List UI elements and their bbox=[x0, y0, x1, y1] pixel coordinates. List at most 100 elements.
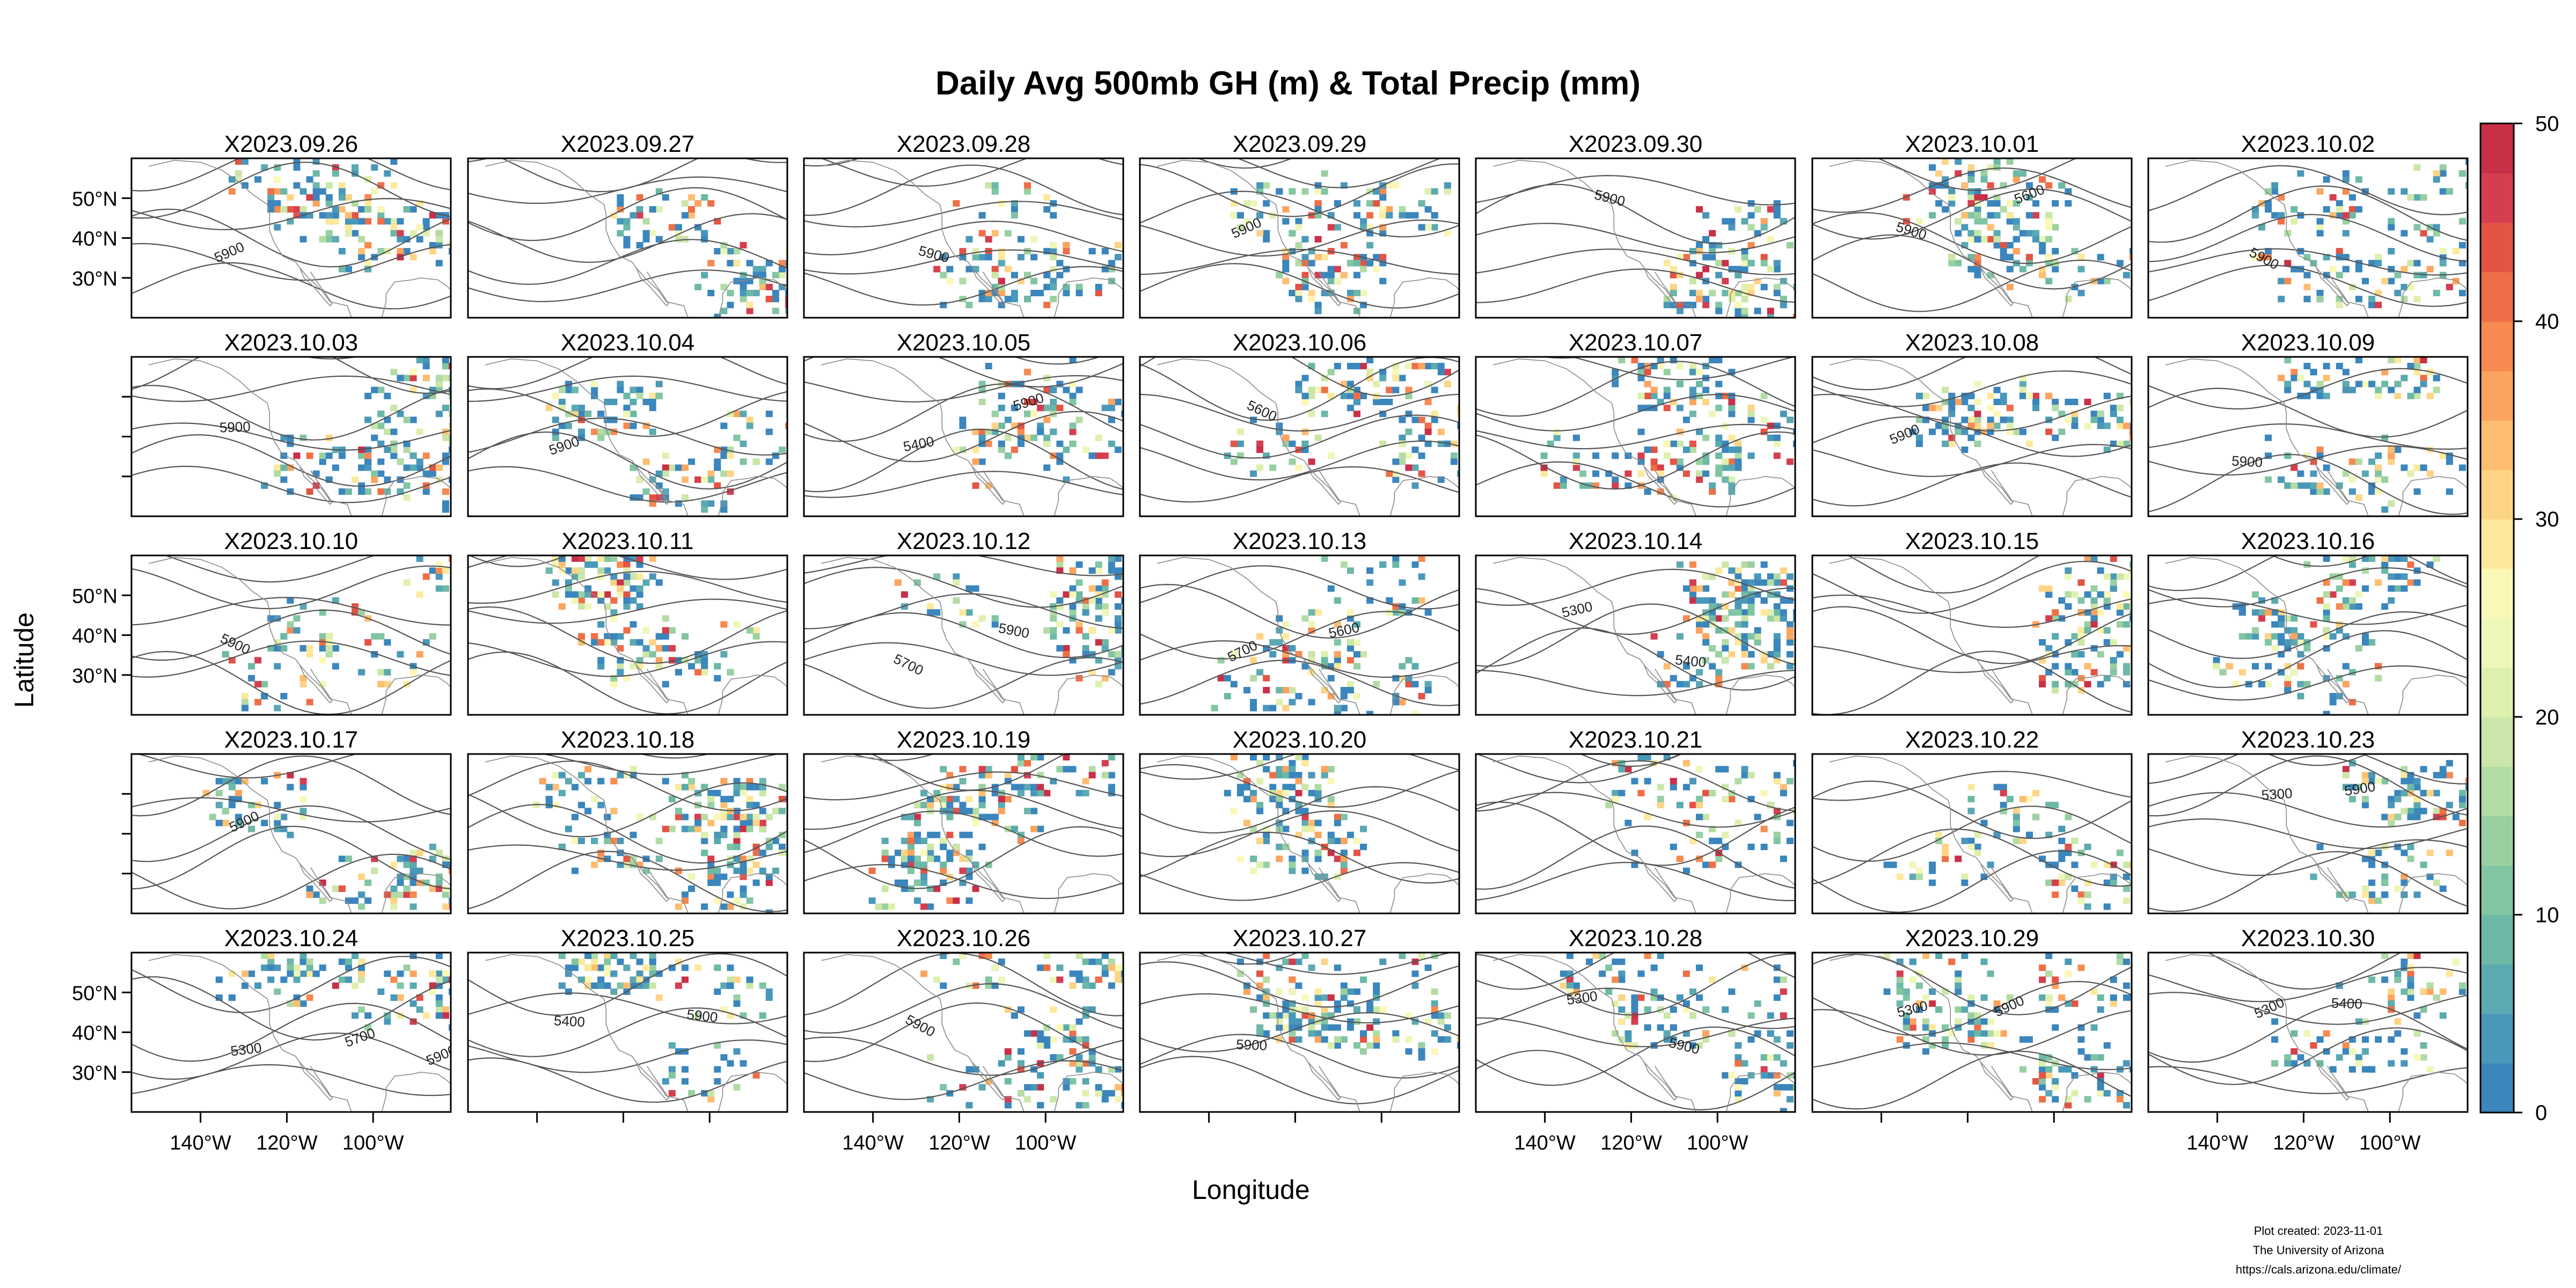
precip-cell bbox=[1702, 573, 1710, 580]
precip-cell bbox=[241, 182, 249, 189]
precip-cell bbox=[1314, 308, 1322, 314]
precip-cell bbox=[377, 422, 385, 429]
precip-cell bbox=[701, 194, 708, 201]
chart-title: Daily Avg 500mb GH (m) & Total Precip (m… bbox=[935, 65, 1641, 102]
precip-cell bbox=[1424, 428, 1432, 435]
precip-cell bbox=[1955, 218, 1962, 225]
precip-cell bbox=[1942, 206, 1949, 213]
precip-cell bbox=[2065, 591, 2072, 598]
precip-cell bbox=[1741, 308, 1748, 314]
precip-cell bbox=[985, 440, 992, 447]
precip-cell bbox=[1780, 789, 1787, 796]
precip-cell bbox=[448, 386, 451, 393]
precip-cell bbox=[364, 639, 372, 646]
precip-cell bbox=[2026, 392, 2033, 399]
precip-cell bbox=[1676, 855, 1684, 862]
precip-cell bbox=[448, 476, 451, 483]
precip-cell bbox=[1689, 447, 1697, 453]
precip-cell bbox=[2401, 188, 2408, 195]
precip-cell bbox=[2129, 428, 2132, 435]
precip-cell bbox=[933, 855, 941, 862]
gh-contour bbox=[2148, 818, 2468, 850]
panel-title: X2023.10.06 bbox=[1233, 330, 1367, 356]
precip-cell bbox=[2045, 591, 2053, 598]
precip-cell bbox=[694, 814, 702, 821]
precip-cell bbox=[752, 1072, 760, 1079]
precip-cell bbox=[2006, 266, 2014, 273]
precip-cell bbox=[1696, 680, 1703, 687]
precip-cell bbox=[2116, 850, 2124, 857]
gh-contour bbox=[468, 388, 787, 437]
precip-cell bbox=[1722, 464, 1729, 471]
precip-cell bbox=[914, 802, 921, 809]
precip-cell bbox=[1967, 844, 1975, 851]
precip-cell bbox=[481, 363, 488, 369]
precip-cell bbox=[682, 784, 689, 791]
precip-cell bbox=[1709, 861, 1716, 868]
precip-cell bbox=[558, 953, 566, 959]
precip-cell bbox=[2123, 621, 2130, 628]
precip-cell bbox=[409, 230, 417, 237]
precip-cell bbox=[1715, 464, 1723, 471]
panel-frame bbox=[1475, 554, 1796, 716]
precip-cell bbox=[2439, 452, 2447, 459]
precip-cell bbox=[1689, 369, 1697, 376]
precip-cell bbox=[1437, 369, 1445, 376]
precip-cell bbox=[2084, 891, 2091, 898]
precip-cell bbox=[2388, 573, 2395, 580]
contour-label: 5900 bbox=[226, 808, 261, 836]
precip-cell bbox=[927, 844, 934, 851]
precip-cell bbox=[1728, 411, 1736, 418]
precip-cell bbox=[804, 290, 811, 296]
precip-cell bbox=[953, 795, 960, 802]
precip-cell bbox=[998, 447, 1005, 453]
precip-cell bbox=[1987, 164, 1994, 171]
precip-cell bbox=[442, 405, 449, 412]
precip-cell bbox=[2271, 188, 2279, 195]
precip-cell bbox=[2368, 897, 2376, 904]
precip-cell bbox=[688, 458, 696, 465]
precip-cell bbox=[901, 885, 908, 892]
precip-cell bbox=[617, 958, 624, 965]
precip-cell bbox=[1650, 447, 1658, 453]
precip-cell bbox=[2388, 218, 2395, 225]
precip-cell bbox=[991, 188, 999, 195]
precip-cell bbox=[946, 772, 954, 779]
precip-cell bbox=[1308, 825, 1315, 832]
precip-cell bbox=[1915, 218, 1923, 225]
gh-contour bbox=[1812, 771, 2132, 801]
precip-cell bbox=[578, 772, 586, 779]
precip-cell bbox=[1967, 795, 1975, 802]
precip-cell bbox=[1321, 188, 1328, 195]
precip-cell bbox=[2284, 357, 2292, 363]
precip-cell bbox=[578, 567, 586, 574]
precip-cell bbox=[1346, 680, 1354, 687]
precip-cell bbox=[682, 964, 689, 971]
precip-cell bbox=[2136, 429, 2143, 435]
precip-cell bbox=[481, 838, 488, 844]
precip-cell bbox=[792, 826, 799, 832]
precip-cell bbox=[1735, 313, 1742, 318]
precip-cell bbox=[1140, 591, 1147, 598]
precip-cell bbox=[617, 194, 624, 201]
precip-cell bbox=[655, 380, 663, 387]
precip-cell bbox=[1147, 621, 1154, 628]
precip-cell bbox=[435, 260, 443, 267]
precip-cell bbox=[2032, 200, 2040, 207]
gh-contour bbox=[1476, 754, 1683, 784]
precip-cell bbox=[1760, 392, 1768, 399]
precip-cell bbox=[1773, 212, 1781, 219]
precip-cell bbox=[1605, 802, 1613, 809]
precip-cell bbox=[2129, 398, 2132, 405]
precip-cell bbox=[2413, 464, 2421, 471]
precip-cell bbox=[1386, 212, 1393, 219]
precip-cell bbox=[2162, 838, 2169, 844]
precip-cell bbox=[1722, 218, 1729, 225]
precip-cell bbox=[352, 212, 359, 219]
precip-cell bbox=[1728, 627, 1736, 634]
precip-cell bbox=[1709, 230, 1716, 237]
precip-cell bbox=[274, 470, 281, 477]
precip-cell bbox=[1236, 224, 1244, 231]
precip-cell bbox=[720, 452, 728, 459]
precip-cell bbox=[701, 657, 708, 664]
